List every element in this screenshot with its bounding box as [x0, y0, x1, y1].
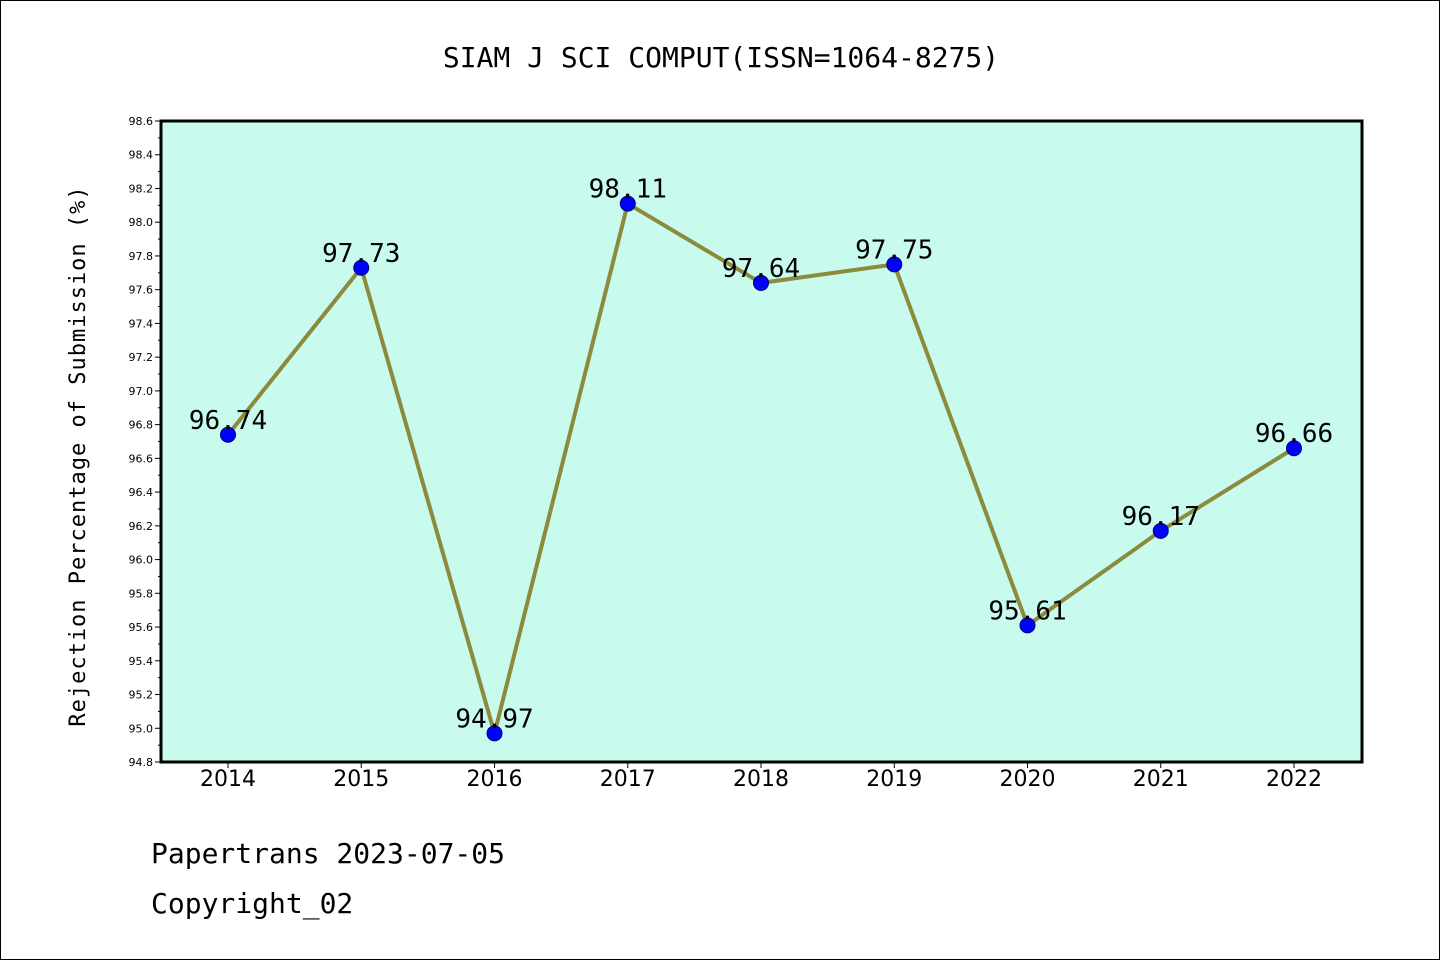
chart-title: SIAM J SCI COMPUT(ISSN=1064-8275) — [443, 41, 999, 74]
data-label-layer: 96.74 97.73 94.97 98.11 97.64 97.75 95.61 96.17… — [189, 175, 1333, 735]
data-point — [353, 259, 370, 276]
y-tick-label: 96.6 — [129, 452, 154, 465]
y-tick-label: 95.2 — [129, 689, 154, 702]
y-tick-label: 95.4 — [129, 655, 154, 668]
x-tick-label: 2017 — [600, 767, 656, 792]
y-tick-label: 96.8 — [129, 419, 154, 432]
y-tick-label: 96.2 — [129, 520, 154, 533]
x-axis: 2014 2015 2016 2017 2018 2019 2020 2021 2022 — [200, 762, 1322, 792]
series-layer — [220, 195, 1302, 742]
y-tick-label: 97.6 — [129, 284, 154, 297]
x-tick-label: 2018 — [733, 767, 789, 792]
x-tick-label: 2014 — [200, 767, 256, 792]
footer-copyright: Copyright_02 — [151, 887, 354, 920]
y-tick-label: 96.0 — [129, 554, 154, 567]
data-label: 96.66 — [1255, 419, 1333, 449]
y-tick-label: 96.4 — [129, 486, 154, 499]
x-tick-label: 2016 — [467, 767, 523, 792]
data-point — [619, 195, 636, 212]
data-point — [886, 256, 903, 273]
y-tick-label: 95.6 — [129, 621, 154, 634]
y-tick-label: 97.4 — [129, 317, 154, 330]
y-tick-label: 98.2 — [129, 182, 154, 195]
y-tick-label: 98.4 — [129, 149, 154, 162]
y-axis: 94.8 95.0 95.2 95.4 95.6 95.8 96.0 96.2 96.4 96.6… — [129, 115, 161, 769]
data-point — [753, 274, 769, 291]
data-label: 95.61 — [988, 596, 1066, 626]
data-label: 96.17 — [1122, 502, 1200, 532]
data-label: 94.97 — [455, 704, 533, 734]
y-tick-label: 94.8 — [129, 756, 154, 769]
y-tick-label: 95.8 — [129, 587, 154, 600]
x-tick-label: 2022 — [1266, 767, 1322, 792]
data-label: 97.64 — [722, 254, 800, 284]
x-tick-label: 2019 — [866, 767, 922, 792]
plot-area — [159, 119, 1364, 764]
x-tick-label: 2015 — [333, 767, 389, 792]
data-point — [220, 426, 236, 443]
y-tick-label: 97.2 — [129, 351, 154, 364]
y-tick-label: 98.0 — [129, 216, 154, 229]
y-tick-label: 98.6 — [129, 115, 154, 128]
data-label: 98.11 — [589, 175, 667, 205]
x-tick-label: 2020 — [1000, 767, 1056, 792]
y-tick-label: 97.0 — [129, 385, 154, 398]
data-label: 96.74 — [189, 406, 267, 436]
data-label: 97.73 — [322, 239, 400, 269]
footer-date: Papertrans 2023-07-05 — [151, 837, 506, 870]
data-point — [486, 725, 503, 742]
x-tick-label: 2021 — [1133, 767, 1189, 792]
y-axis-label: Rejection Percentage of Submission (%) — [66, 185, 91, 726]
data-point — [1286, 440, 1302, 457]
data-point — [1152, 522, 1169, 539]
y-tick-label: 95.0 — [129, 722, 154, 735]
y-tick-label: 97.8 — [129, 250, 154, 263]
data-point — [1019, 617, 1036, 634]
data-label: 97.75 — [855, 235, 933, 265]
